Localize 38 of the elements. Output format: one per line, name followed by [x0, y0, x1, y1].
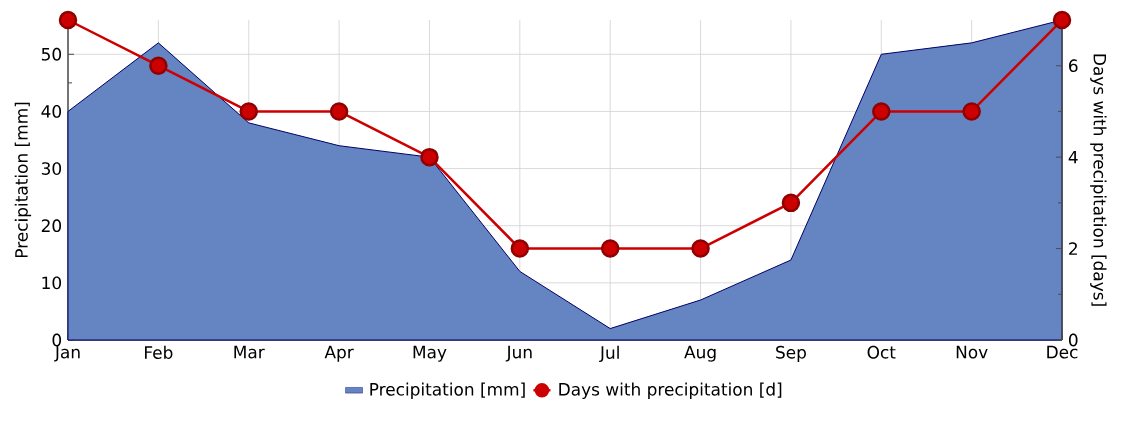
y2-tick-label: 4 [1068, 150, 1078, 164]
legend-label: Precipitation [mm] [370, 382, 525, 399]
x-tick-label: Feb [145, 345, 173, 359]
x-tick-label: Dec [1047, 345, 1078, 359]
y-tick-label: 20 [41, 219, 62, 233]
x-tick-label: Jan [54, 345, 80, 362]
point [600, 239, 620, 258]
y2-tick-label: 2 [1069, 242, 1077, 255]
y2-tick-label: 6 [1069, 59, 1078, 73]
x-tick-label: Mar [234, 345, 265, 359]
legend-label: Days with precipitation [d] [559, 382, 782, 399]
point [149, 56, 168, 75]
x-tick-label: Oct [867, 345, 896, 359]
x-tick-label: May [413, 345, 447, 362]
y-tick-label: 0 [52, 333, 62, 347]
y-axis-title: Precipitation [mm] [14, 102, 32, 258]
point [962, 102, 981, 121]
point [1052, 10, 1072, 30]
point [239, 102, 258, 121]
point [691, 239, 710, 258]
point [329, 102, 349, 121]
y2-tick-label: 0 [1068, 333, 1078, 347]
x-tick-label: Sep [776, 345, 806, 362]
x-tick-label: Apr [324, 345, 354, 362]
y-tick-label: 10 [42, 276, 62, 290]
point [58, 10, 78, 30]
point [510, 239, 530, 258]
y-tick-label: 50 [41, 47, 62, 61]
y-tick-label: 40 [41, 105, 62, 118]
y-tick-label: 30 [41, 162, 62, 175]
x-tick-label: Jul [599, 345, 619, 363]
x-tick-label: Jun [505, 345, 532, 362]
point [872, 102, 891, 121]
point [420, 147, 439, 167]
x-tick-label: Nov [956, 345, 988, 359]
point [781, 193, 801, 213]
x-tick-label: Aug [684, 345, 716, 362]
y2-axis-title: Days with precipitation [days] [1090, 54, 1107, 306]
